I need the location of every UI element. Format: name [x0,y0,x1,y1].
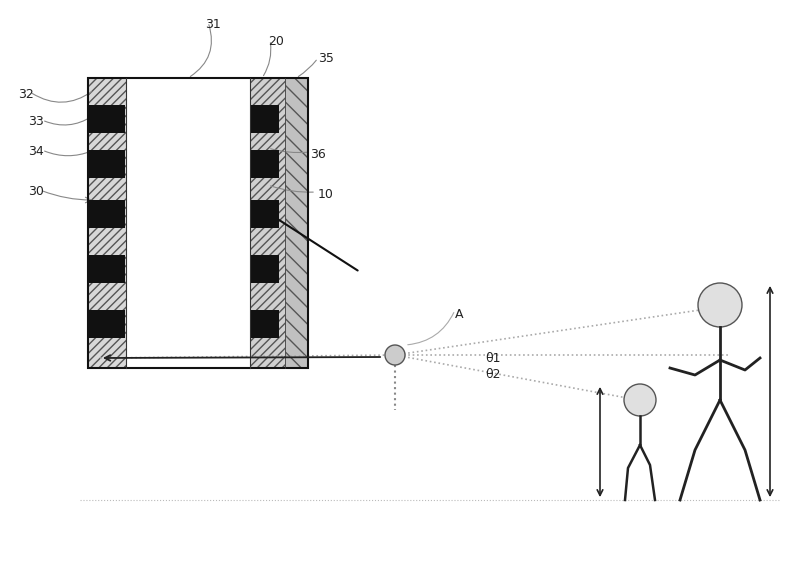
Bar [285,78,308,368]
Circle shape [624,384,656,416]
Bar [250,78,305,368]
Text: θ1: θ1 [485,352,501,365]
Bar [88,78,126,368]
Bar [251,150,279,178]
Bar [88,78,308,368]
Bar [89,255,125,283]
Text: 36: 36 [310,148,326,161]
Bar [251,310,279,338]
Text: 32: 32 [18,88,34,101]
Bar [251,255,279,283]
Bar [89,150,125,178]
Text: 34: 34 [28,145,44,158]
Bar [251,200,279,228]
Bar [89,105,125,133]
Bar [88,78,308,368]
Bar [89,200,125,228]
Bar [89,310,125,338]
Text: 20: 20 [268,35,284,48]
Circle shape [698,283,742,327]
Circle shape [385,345,405,365]
Text: 10: 10 [318,188,334,201]
Bar [126,78,250,368]
Text: 31: 31 [205,18,221,31]
Text: 35: 35 [318,52,334,65]
Text: A: A [455,308,463,321]
Bar [251,105,279,133]
Text: 30: 30 [28,185,44,198]
Text: 33: 33 [28,115,44,128]
Text: θ2: θ2 [485,368,501,381]
